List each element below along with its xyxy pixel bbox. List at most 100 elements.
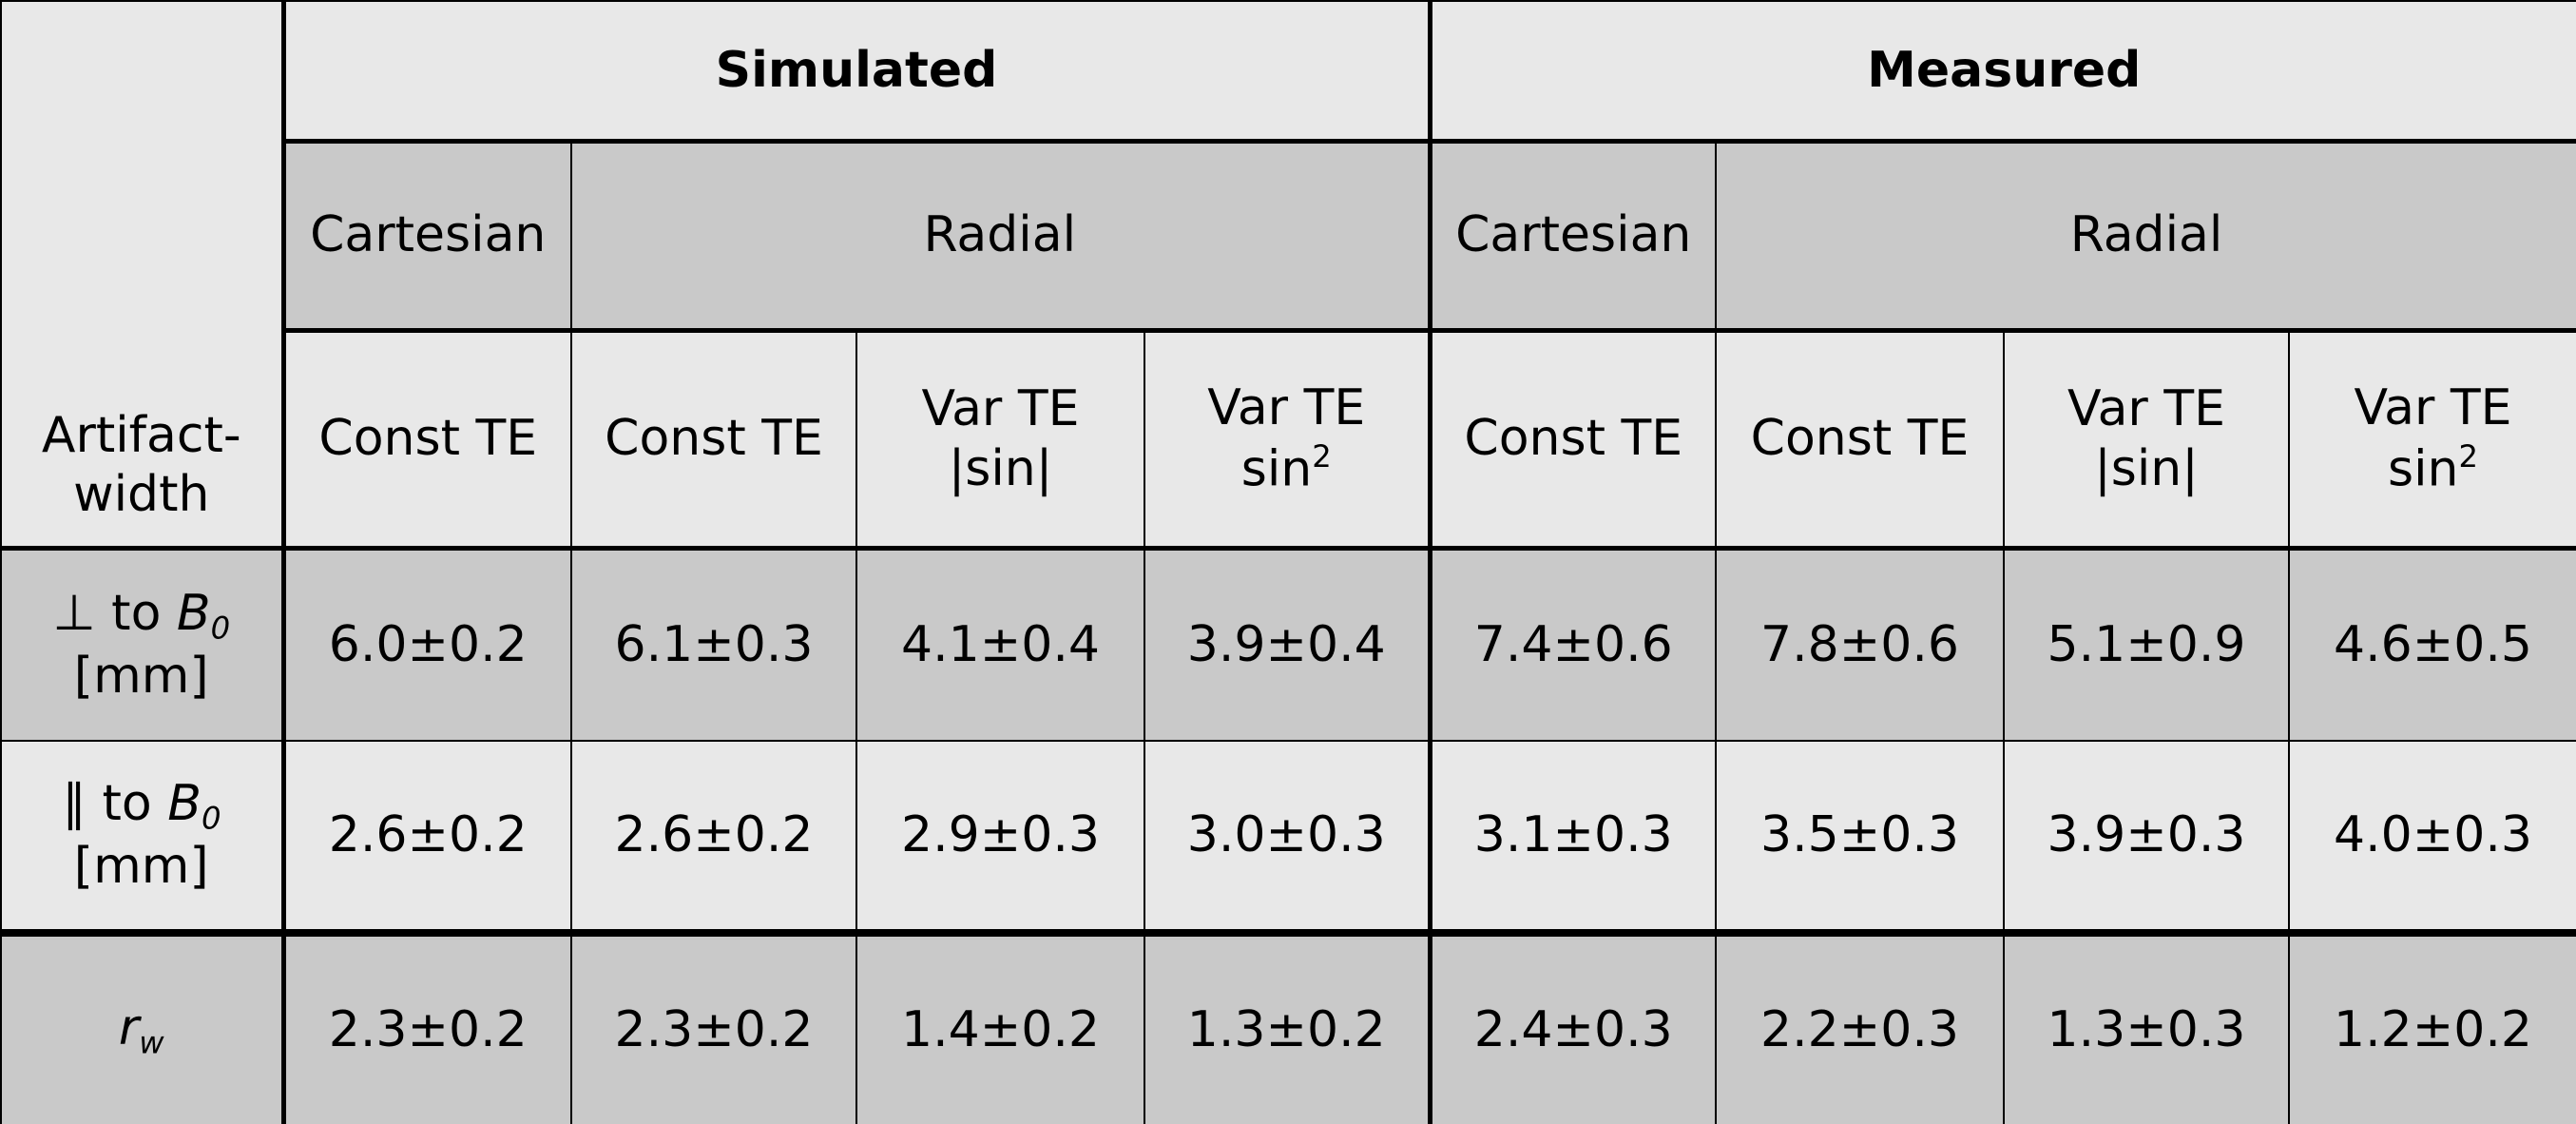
label-sub-wrap: w <box>139 1025 163 1061</box>
table-row: Artifact-width Simulated Measured <box>0 0 2576 551</box>
label-sub: 0 <box>201 800 221 837</box>
label-sub-wrap: 0 <box>211 610 231 647</box>
value-text: 2.4±0.3 <box>1473 1001 1673 1059</box>
value-cell: 3.9±0.3 <box>2003 740 2290 937</box>
variant-text: Var TE <box>2067 380 2225 438</box>
value-cell: 4.6±0.5 <box>2287 547 2576 742</box>
label-symbol: B <box>176 584 211 642</box>
value-cell: 3.5±0.3 <box>1715 740 2005 937</box>
value-text: 7.4±0.6 <box>1473 616 1673 674</box>
value-cell: 1.3±0.2 <box>1144 932 1431 1124</box>
table-row: rw 2.3±0.2 2.3±0.2 1.4±0.2 1.3±0.2 2.4±0.3 2.2… <box>0 932 2576 1124</box>
value-cell: 7.4±0.6 <box>1427 547 1717 742</box>
variant-header: Const TE <box>1715 329 2005 551</box>
variant-sup: 2 <box>1312 437 1332 475</box>
variant-text: Var TE <box>1207 379 1366 437</box>
row-label: ∥ to B0 [mm] <box>0 740 284 937</box>
value-cell: 3.0±0.3 <box>1144 740 1431 937</box>
label-symbol: B <box>167 775 202 833</box>
label-sub: w <box>139 1025 164 1061</box>
value-text: 2.3±0.2 <box>328 1001 528 1059</box>
corner-text: Artifact-width <box>41 406 241 524</box>
table-row: ∥ to B0 [mm] 2.6±0.2 2.6±0.2 2.9±0.3 3.0±0.3 3… <box>0 740 2576 937</box>
value-text: 6.1±0.3 <box>614 616 814 674</box>
variant-text: Const TE <box>1464 410 1683 468</box>
row-label: rw <box>0 932 284 1124</box>
value-text: 1.2±0.2 <box>2334 1001 2532 1059</box>
value-text: 1.3±0.2 <box>1186 1001 1386 1059</box>
method-header: Radial <box>1714 140 2576 333</box>
variant-header: Var TE sin2 <box>2287 329 2576 551</box>
value-text: 2.9±0.3 <box>901 806 1100 864</box>
variant-header: Const TE <box>570 329 857 551</box>
label-text: ⊥ to <box>52 584 177 642</box>
row-label: ⊥ to B0 [mm] <box>0 547 284 742</box>
group-header: Simulated <box>280 0 1431 144</box>
label-symbol: r <box>118 999 140 1057</box>
table-row: Const TE Const TE Var TE |sin| Var TE sin2 Con… <box>1 329 2576 551</box>
value-text: 1.3±0.3 <box>2047 1001 2246 1059</box>
value-text: 6.0±0.2 <box>328 616 528 674</box>
method-text: Cartesian <box>1455 206 1692 264</box>
variant-text: Const TE <box>605 410 823 468</box>
value-cell: 1.2±0.2 <box>2287 932 2576 1124</box>
method-text: Cartesian <box>310 206 547 264</box>
method-header: Cartesian <box>280 140 572 333</box>
variant-line2: sin <box>1240 440 1313 498</box>
variant-line2: |sin| <box>2094 439 2199 497</box>
value-text: 7.8±0.6 <box>1760 616 1959 674</box>
value-text: 3.5±0.3 <box>1760 806 1959 864</box>
value-text: 1.4±0.2 <box>901 1001 1100 1059</box>
method-text: Radial <box>923 206 1077 264</box>
label-text: ∥ to <box>62 775 168 833</box>
group-header: Measured <box>1427 0 2576 144</box>
variant-header: Const TE <box>280 329 572 551</box>
variant-header: Const TE <box>1427 329 1717 551</box>
value-cell: 3.9±0.4 <box>1144 547 1431 742</box>
value-text: 5.1±0.9 <box>2047 616 2246 674</box>
value-text: 2.2±0.3 <box>1760 1001 1959 1059</box>
value-text: 4.1±0.4 <box>901 616 1100 674</box>
method-header: Radial <box>570 140 1431 333</box>
group-text: Simulated <box>715 41 998 99</box>
value-cell: 3.1±0.3 <box>1427 740 1717 937</box>
value-text: 4.6±0.5 <box>2334 616 2532 674</box>
value-cell: 2.3±0.2 <box>570 932 857 1124</box>
variant-text: Const TE <box>318 410 538 468</box>
value-text: 3.9±0.3 <box>2047 806 2246 864</box>
method-header: Cartesian <box>1427 140 1717 333</box>
variant-header: Var TE |sin| <box>855 329 1145 551</box>
value-cell: 6.1±0.3 <box>570 547 857 742</box>
value-text: 3.1±0.3 <box>1473 806 1673 864</box>
value-text: 3.0±0.3 <box>1186 806 1386 864</box>
value-cell: 6.0±0.2 <box>280 547 572 742</box>
value-cell: 2.9±0.3 <box>855 740 1145 937</box>
method-text: Radial <box>2069 206 2223 264</box>
value-cell: 2.2±0.3 <box>1715 932 2005 1124</box>
value-cell: 5.1±0.9 <box>2003 547 2290 742</box>
label-sub-wrap: 0 <box>202 801 221 837</box>
value-cell: 4.1±0.4 <box>855 547 1145 742</box>
value-text: 2.6±0.2 <box>328 806 528 864</box>
label-sub: 0 <box>210 610 231 647</box>
value-text: 3.9±0.4 <box>1186 616 1386 674</box>
variant-sup: 2 <box>2458 437 2479 475</box>
variant-text: Var TE <box>921 380 1080 438</box>
variant-header: Var TE sin2 <box>1144 329 1431 551</box>
corner-header: Artifact-width <box>0 0 284 551</box>
label-unit: [mm] <box>73 648 209 706</box>
label-unit: [mm] <box>73 838 209 896</box>
value-cell: 7.8±0.6 <box>1715 547 2005 742</box>
variant-line2: |sin| <box>948 439 1053 497</box>
variant-text: Var TE <box>2354 379 2512 437</box>
value-cell: 2.6±0.2 <box>570 740 857 937</box>
variant-text: Const TE <box>1750 410 1970 468</box>
table-row: ⊥ to B0 [mm] 6.0±0.2 6.1±0.3 4.1±0.4 3.9±0.4 7… <box>0 547 2576 742</box>
value-text: 2.6±0.2 <box>614 806 814 864</box>
value-cell: 2.6±0.2 <box>280 740 572 937</box>
value-text: 2.3±0.2 <box>614 1001 814 1059</box>
value-cell: 2.3±0.2 <box>280 932 572 1124</box>
value-cell: 2.4±0.3 <box>1427 932 1717 1124</box>
